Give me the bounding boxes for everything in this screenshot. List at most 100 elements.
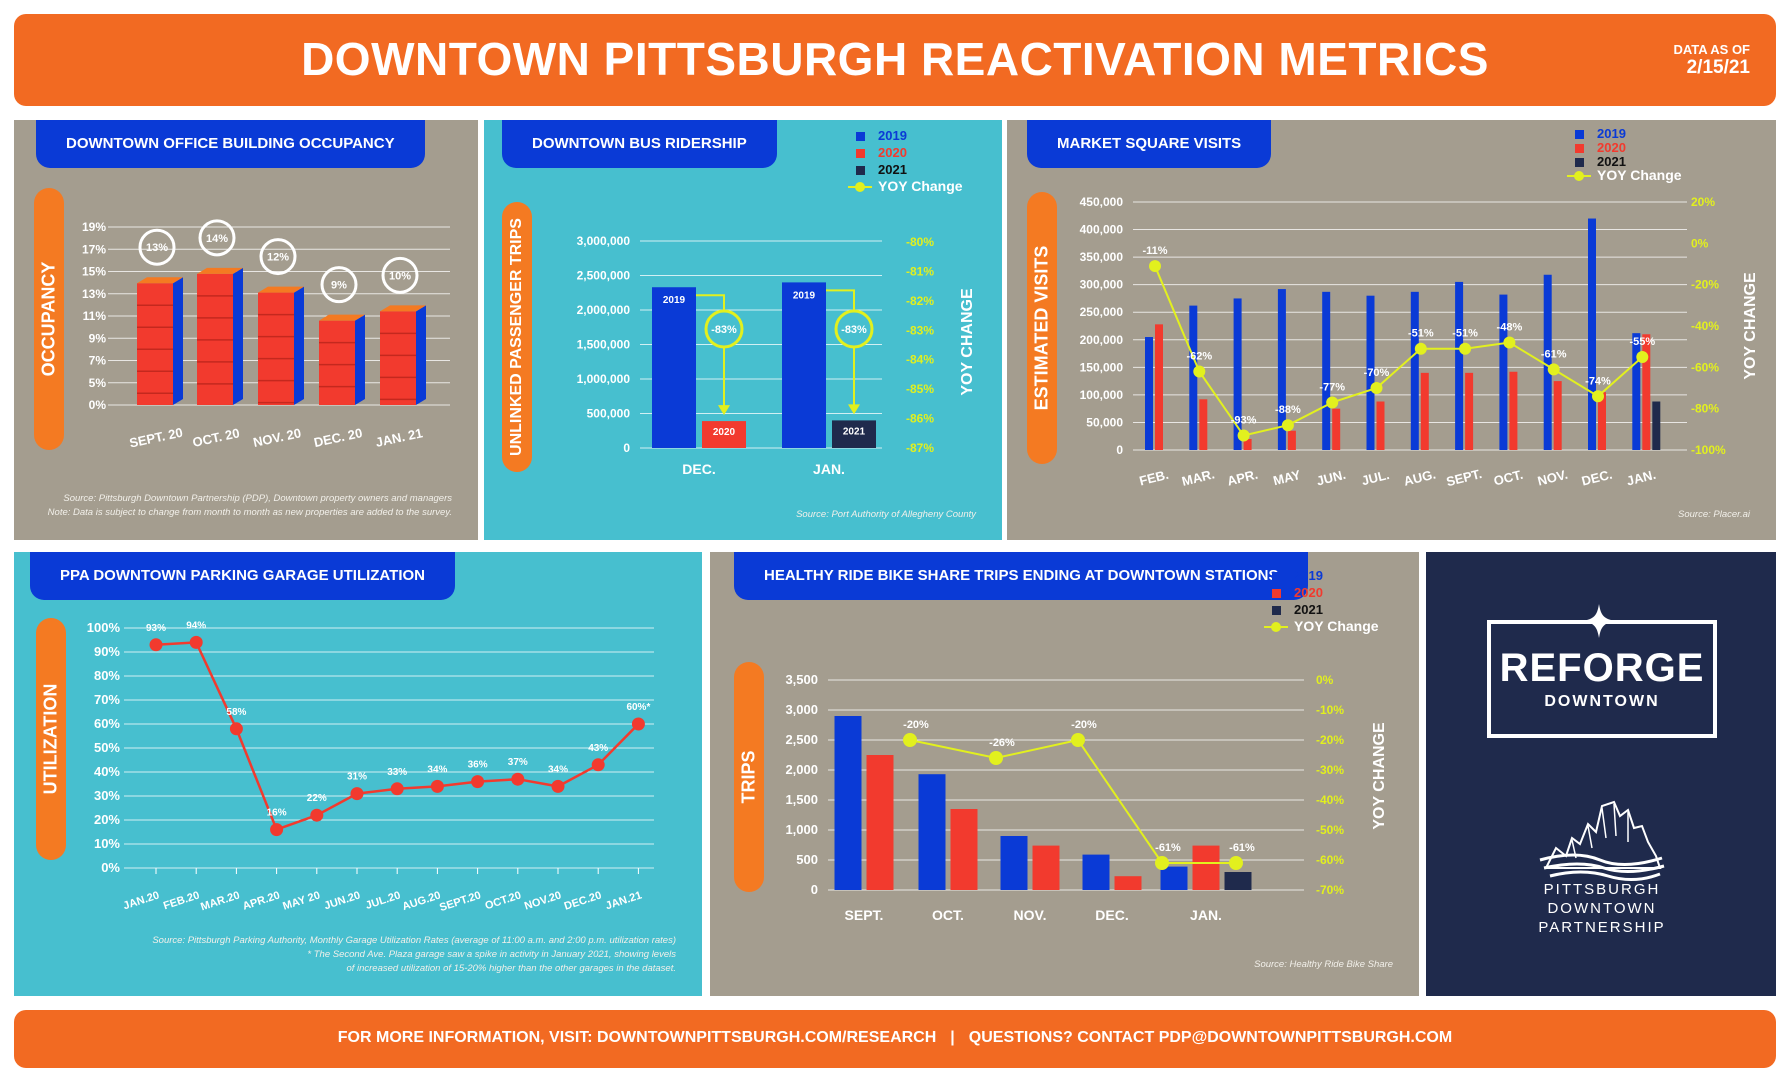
market-x-tick: NOV.: [1536, 467, 1569, 489]
bike-y2-tick: -20%: [1316, 733, 1344, 747]
market-y-tick: 350,000: [1080, 250, 1124, 264]
parking-y-tick: 60%: [94, 716, 120, 731]
bike-y-tick: 2,000: [785, 762, 818, 777]
market-y2-tick: 20%: [1691, 195, 1715, 209]
as-of-label: DATA AS OF: [1673, 42, 1750, 57]
parking-x-tick: MAY 20: [281, 889, 321, 912]
bus-legend-label: 2021: [878, 162, 907, 177]
bike-yoy-point: [903, 733, 917, 747]
office-value-circle: [381, 256, 419, 294]
market-bar-2019: [1588, 218, 1596, 450]
bike-y2-tick: -70%: [1316, 883, 1344, 897]
market-bar-2020: [1287, 430, 1296, 450]
bike-source: Source: Healthy Ride Bike Share: [1254, 959, 1393, 970]
office-occupancy-title: DOWNTOWN OFFICE BUILDING OCCUPANCY: [36, 120, 425, 168]
bike-yoy-point: [1229, 856, 1243, 870]
parking-x-tick: JUL.20: [364, 889, 402, 912]
footer-text: FOR MORE INFORMATION, VISIT: DOWNTOWNPIT…: [14, 1029, 1776, 1047]
office-bar-front: [319, 320, 355, 405]
market-yoy-point: [1503, 336, 1516, 349]
office-occupancy-chart: 19% 17% 15% 13% 11% 9% 7% 5% 0% 13% SEPT. 20 14% OCT…: [82, 219, 450, 451]
bus-y2-tick: -82%: [906, 294, 934, 308]
parking-value-label: 22%: [307, 793, 327, 804]
market-bar-2020: [1509, 371, 1518, 450]
data-as-of: DATA AS OF 2/15/21: [1673, 42, 1750, 79]
pdp-line-1: PITTSBURGH: [1543, 881, 1661, 898]
pdp-line-2: DOWNTOWN: [1547, 900, 1657, 917]
bike-legend-label: 2021: [1294, 602, 1323, 617]
market-yoy-point: [1326, 396, 1339, 409]
office-value-circle: [198, 219, 236, 257]
bike-share-chart: 3,500 3,000 2,500 2,000 1,500 1,000 500 0 0% -10%…: [785, 568, 1388, 923]
market-bar-2021: [1652, 401, 1661, 450]
bike-x-tick: NOV.: [1014, 907, 1047, 923]
parking-y-tick: 40%: [94, 764, 120, 779]
bike-y2-label: YOY CHANGE: [1371, 722, 1388, 830]
market-bar-2020: [1376, 401, 1385, 450]
parking-y-tick: 0%: [101, 860, 120, 875]
market-x-tick: JUN.: [1315, 467, 1347, 489]
market-bar-2020: [1420, 372, 1429, 450]
bike-x-tick: SEPT.: [845, 907, 884, 923]
bus-y2-tick: -87%: [906, 441, 934, 455]
bus-legend-label: 2020: [878, 145, 907, 160]
market-yoy-point: [1149, 260, 1161, 273]
parking-x-tick: OCT.20: [484, 889, 523, 912]
footer-separator: |: [950, 1029, 955, 1046]
parking-point: [229, 722, 243, 736]
bike-share-panel: HEALTHY RIDE BIKE SHARE TRIPS ENDING AT …: [710, 552, 1419, 996]
bus-yoy-circle: [704, 309, 744, 349]
bus-axis-pill: UNLINKED PASSENGER TRIPS: [502, 202, 532, 472]
market-x-tick: DEC.: [1580, 467, 1614, 489]
office-bar-top: [137, 277, 183, 284]
pdp-line-3: PARTNERSHIP: [1538, 919, 1666, 936]
bus-yoy-circle: [834, 309, 874, 349]
office-y-tick: 11%: [83, 309, 107, 323]
office-bar-top: [258, 286, 304, 293]
office-value-label: 12%: [267, 252, 289, 264]
parking-x-tick: NOV.20: [523, 889, 563, 912]
bus-bar: [702, 421, 746, 448]
bike-legend-swatch: [1272, 589, 1281, 598]
market-bar-2019: [1277, 289, 1286, 450]
office-source-line-1: Source: Pittsburgh Downtown Partnership …: [63, 493, 452, 504]
bike-bar-2019: [1160, 866, 1188, 890]
bus-y2-label: YOY CHANGE: [959, 288, 976, 396]
bus-yoy-arrow-line: [826, 289, 855, 413]
market-bar-2019: [1145, 337, 1153, 450]
occupancy-axis-pill: OCCUPANCY: [34, 188, 64, 450]
reforge-downtown-logo: REFORGE DOWNTOWN: [1487, 620, 1717, 738]
market-bar-2020: [1642, 334, 1651, 450]
market-y2-tick: 0%: [1691, 236, 1709, 250]
market-yoy-label: -77%: [1319, 381, 1345, 393]
market-legend-label: YOY Change: [1597, 167, 1682, 183]
market-bar-2020: [1243, 438, 1252, 450]
market-bar-2020: [1598, 392, 1606, 450]
parking-point: [430, 779, 444, 793]
office-bar-top: [380, 305, 426, 312]
parking-value-label: 33%: [387, 767, 407, 778]
parking-value-label: 16%: [267, 808, 287, 819]
parking-y-tick: 100%: [87, 620, 121, 635]
parking-value-label: 31%: [347, 772, 367, 783]
bike-yoy-label: -61%: [1155, 842, 1181, 854]
parking-x-tick: JAN.20: [122, 889, 161, 912]
office-bar-side: [173, 277, 183, 405]
bus-yoy-label: -83%: [711, 324, 737, 336]
reforge-text: REFORGE: [1499, 646, 1705, 690]
bus-y2-tick: -86%: [906, 412, 934, 426]
office-y-tick: 15%: [82, 265, 106, 279]
bus-bar: [782, 282, 826, 448]
office-value-circle: [259, 238, 297, 276]
parking-x-tick: AUG.20: [401, 889, 443, 913]
bus-yoy-label: -83%: [841, 324, 867, 336]
parking-x-tick: SEPT.20: [438, 889, 482, 914]
parking-x-tick: JAN.21: [604, 889, 643, 912]
bike-x-tick: JAN.: [1190, 907, 1222, 923]
bike-bar-2020: [950, 809, 978, 890]
bike-bar-2019: [834, 716, 862, 890]
office-value-label: 14%: [206, 233, 228, 245]
market-y-tick: 50,000: [1086, 415, 1123, 429]
market-bar-2020: [1332, 408, 1341, 450]
bus-ridership-chart: 3,000,000 2,500,000 2,000,000 1,500,000 1,00…: [577, 128, 976, 477]
